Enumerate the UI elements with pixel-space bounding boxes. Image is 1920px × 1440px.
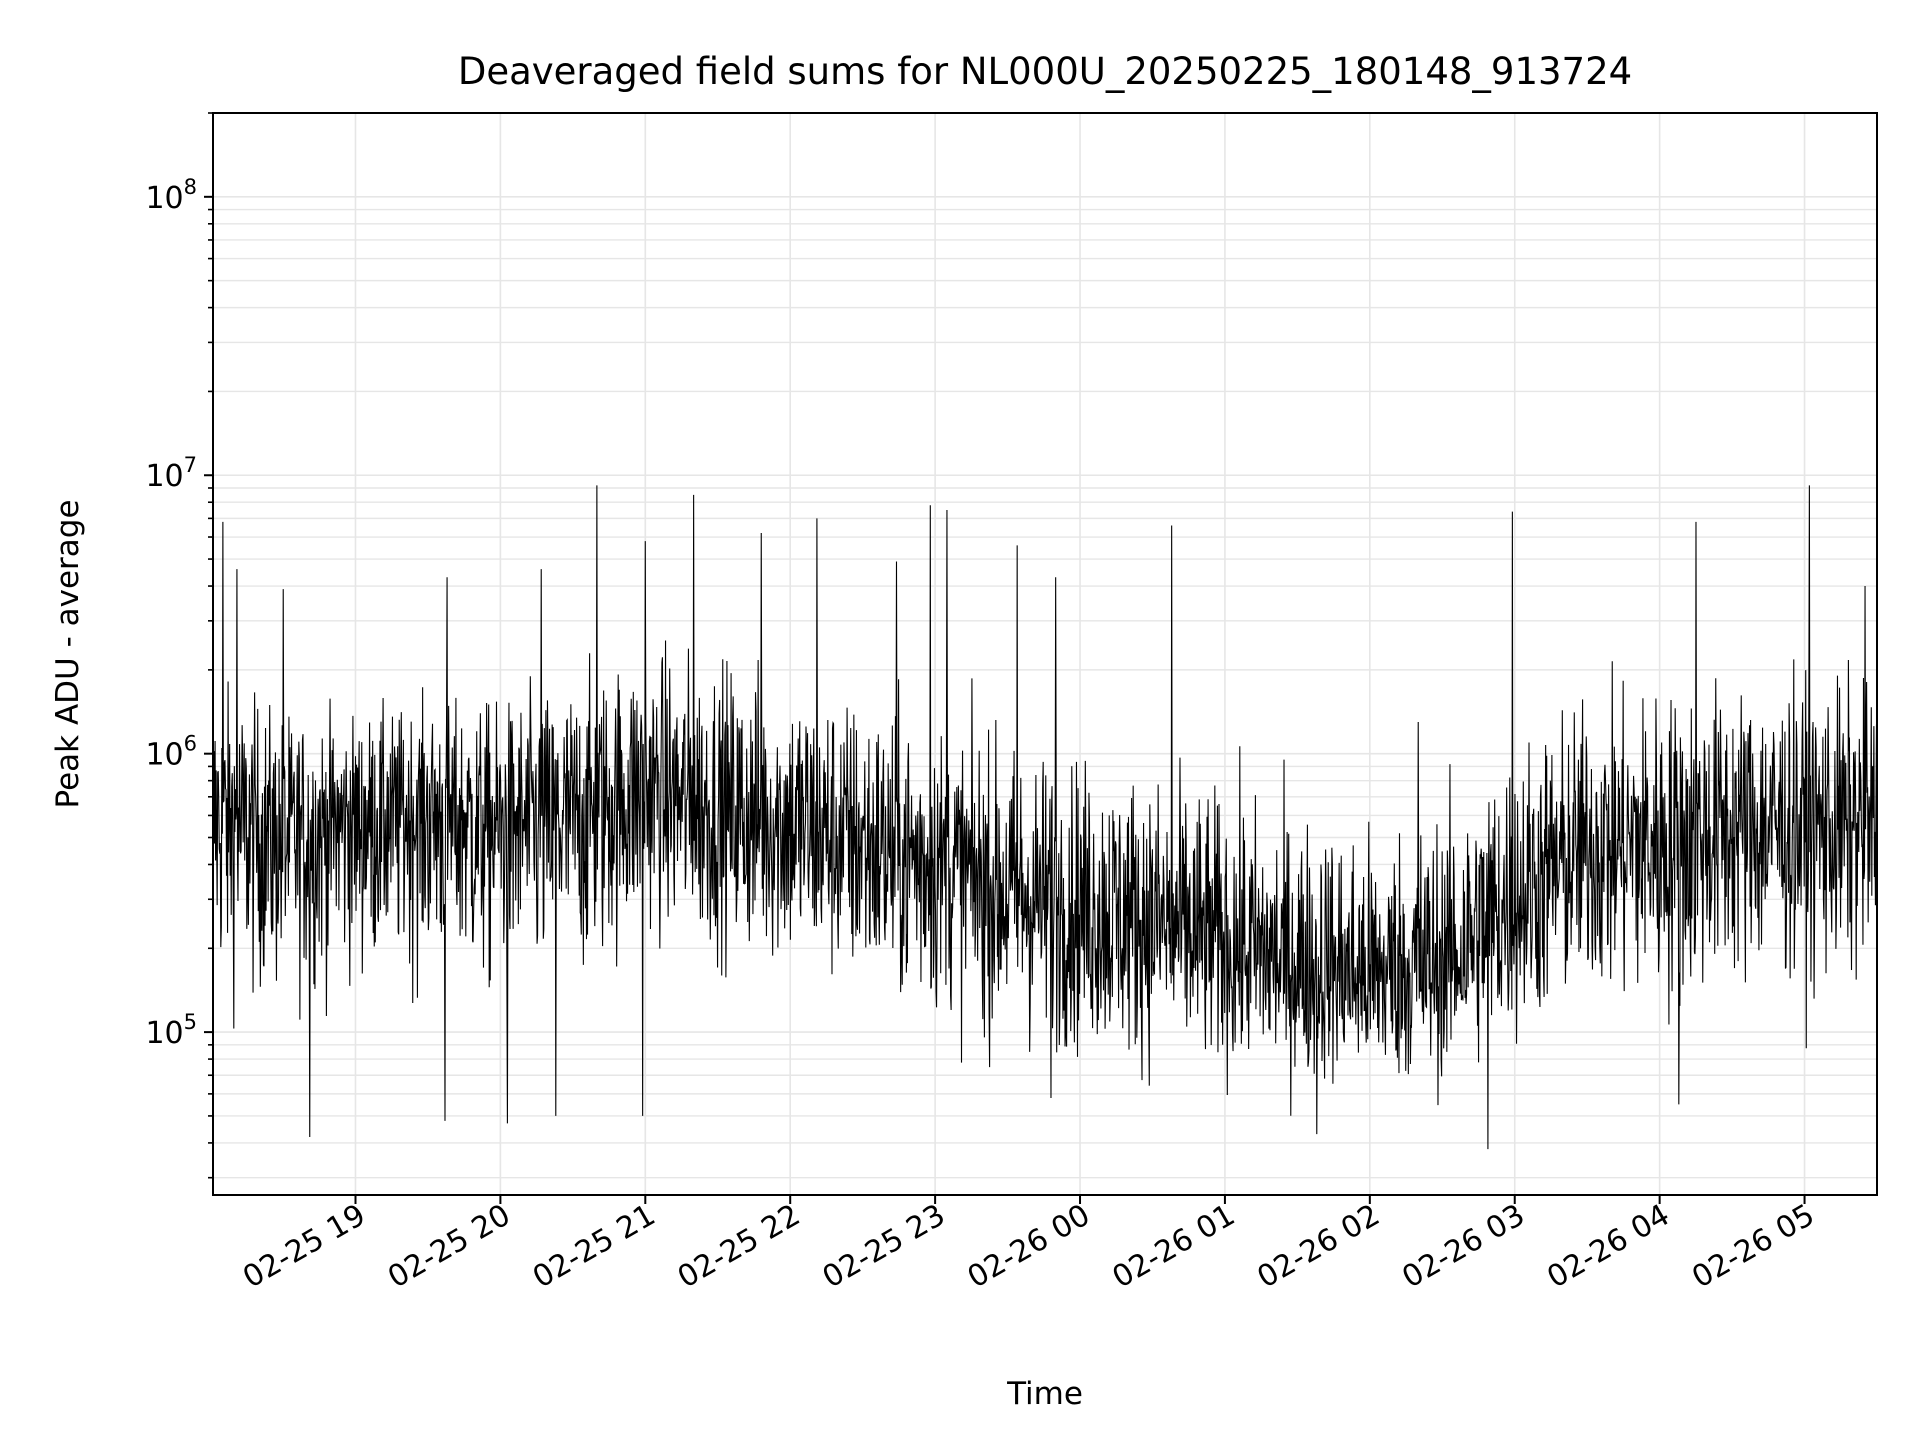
y-tick-label: 106 (145, 732, 197, 773)
y-tick-label: 108 (145, 175, 197, 216)
y-tick-label: 105 (145, 1010, 197, 1051)
y-tick-label: 107 (145, 453, 197, 494)
y-axis-label: Peak ADU - average (50, 499, 86, 808)
chart-title: Deaveraged field sums for NL000U_2025022… (458, 50, 1632, 93)
x-axis-label: Time (1006, 1376, 1083, 1412)
series-line (213, 485, 1877, 1150)
plot-frame (212, 112, 1878, 1196)
data-layer (213, 485, 1877, 1150)
y-axis: 105 106 107 108 (145, 112, 213, 1179)
